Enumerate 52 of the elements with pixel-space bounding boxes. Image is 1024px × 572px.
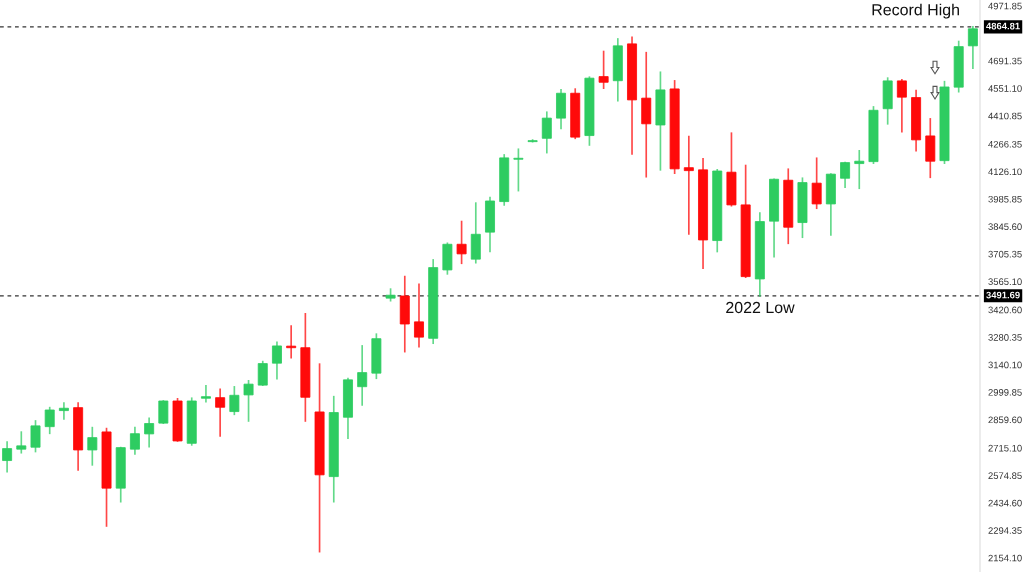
annotation: 2022 Low	[726, 301, 795, 314]
y-tick-label: 3280.35	[988, 334, 1022, 341]
candlestick	[229, 386, 240, 416]
y-tick-label: 3140.10	[988, 361, 1022, 369]
candlestick	[414, 283, 424, 348]
candlestick	[243, 379, 254, 422]
candlestick	[683, 135, 694, 235]
candlestick	[840, 161, 851, 189]
candlestick	[896, 79, 907, 133]
candlestick	[2, 441, 13, 473]
y-tick-label: 2999.85	[988, 389, 1022, 396]
candlestick	[30, 420, 41, 453]
y-tick-label: 2859.60	[988, 416, 1022, 424]
candlestick	[513, 148, 524, 192]
y-tick-label: 2434.60	[988, 499, 1022, 507]
candlestick	[144, 417, 155, 448]
candlestick	[598, 50, 609, 89]
y-tick-label: 2294.35	[988, 527, 1022, 534]
ref-line-label: 4864.81	[986, 22, 1020, 30]
candlestick	[271, 341, 282, 380]
candlestick	[357, 345, 368, 406]
candlestick	[257, 360, 268, 386]
y-tick-label: 4410.85	[988, 112, 1022, 120]
candlestick	[16, 431, 27, 454]
candlestick	[967, 26, 978, 70]
y-tick-label: 2715.10	[988, 444, 1022, 452]
y-tick-label: 4971.85	[988, 2, 1022, 10]
candlestick	[456, 220, 467, 265]
candlestick	[44, 406, 55, 435]
y-tick-label: 3565.10	[988, 278, 1022, 285]
candlestick	[541, 111, 552, 154]
candlestick	[87, 426, 98, 466]
candlestick	[58, 402, 69, 420]
y-tick-label: 3420.60	[988, 306, 1022, 314]
y-tick-label: 4126.10	[988, 168, 1022, 176]
candlestick	[215, 388, 226, 437]
candlestick	[854, 150, 865, 190]
y-tick-label: 4551.10	[988, 85, 1022, 92]
candlestick	[286, 325, 297, 359]
ref-line-label: 3491.69	[986, 291, 1020, 299]
y-tick-label: 3985.85	[988, 195, 1022, 203]
y-tick-label: 2154.10	[988, 554, 1022, 562]
y-tick-label: 2574.85	[988, 472, 1022, 479]
y-tick-label: 4266.35	[988, 140, 1022, 148]
candlestick	[811, 157, 822, 210]
y-tick-label: 3705.35	[988, 250, 1022, 258]
candlestick	[200, 385, 211, 403]
candlestick	[158, 400, 169, 424]
annotation: Record High	[872, 3, 959, 19]
y-tick-label: 3845.60	[988, 223, 1022, 231]
y-tick-label: 4691.35	[988, 57, 1022, 65]
candlestick	[129, 426, 140, 455]
